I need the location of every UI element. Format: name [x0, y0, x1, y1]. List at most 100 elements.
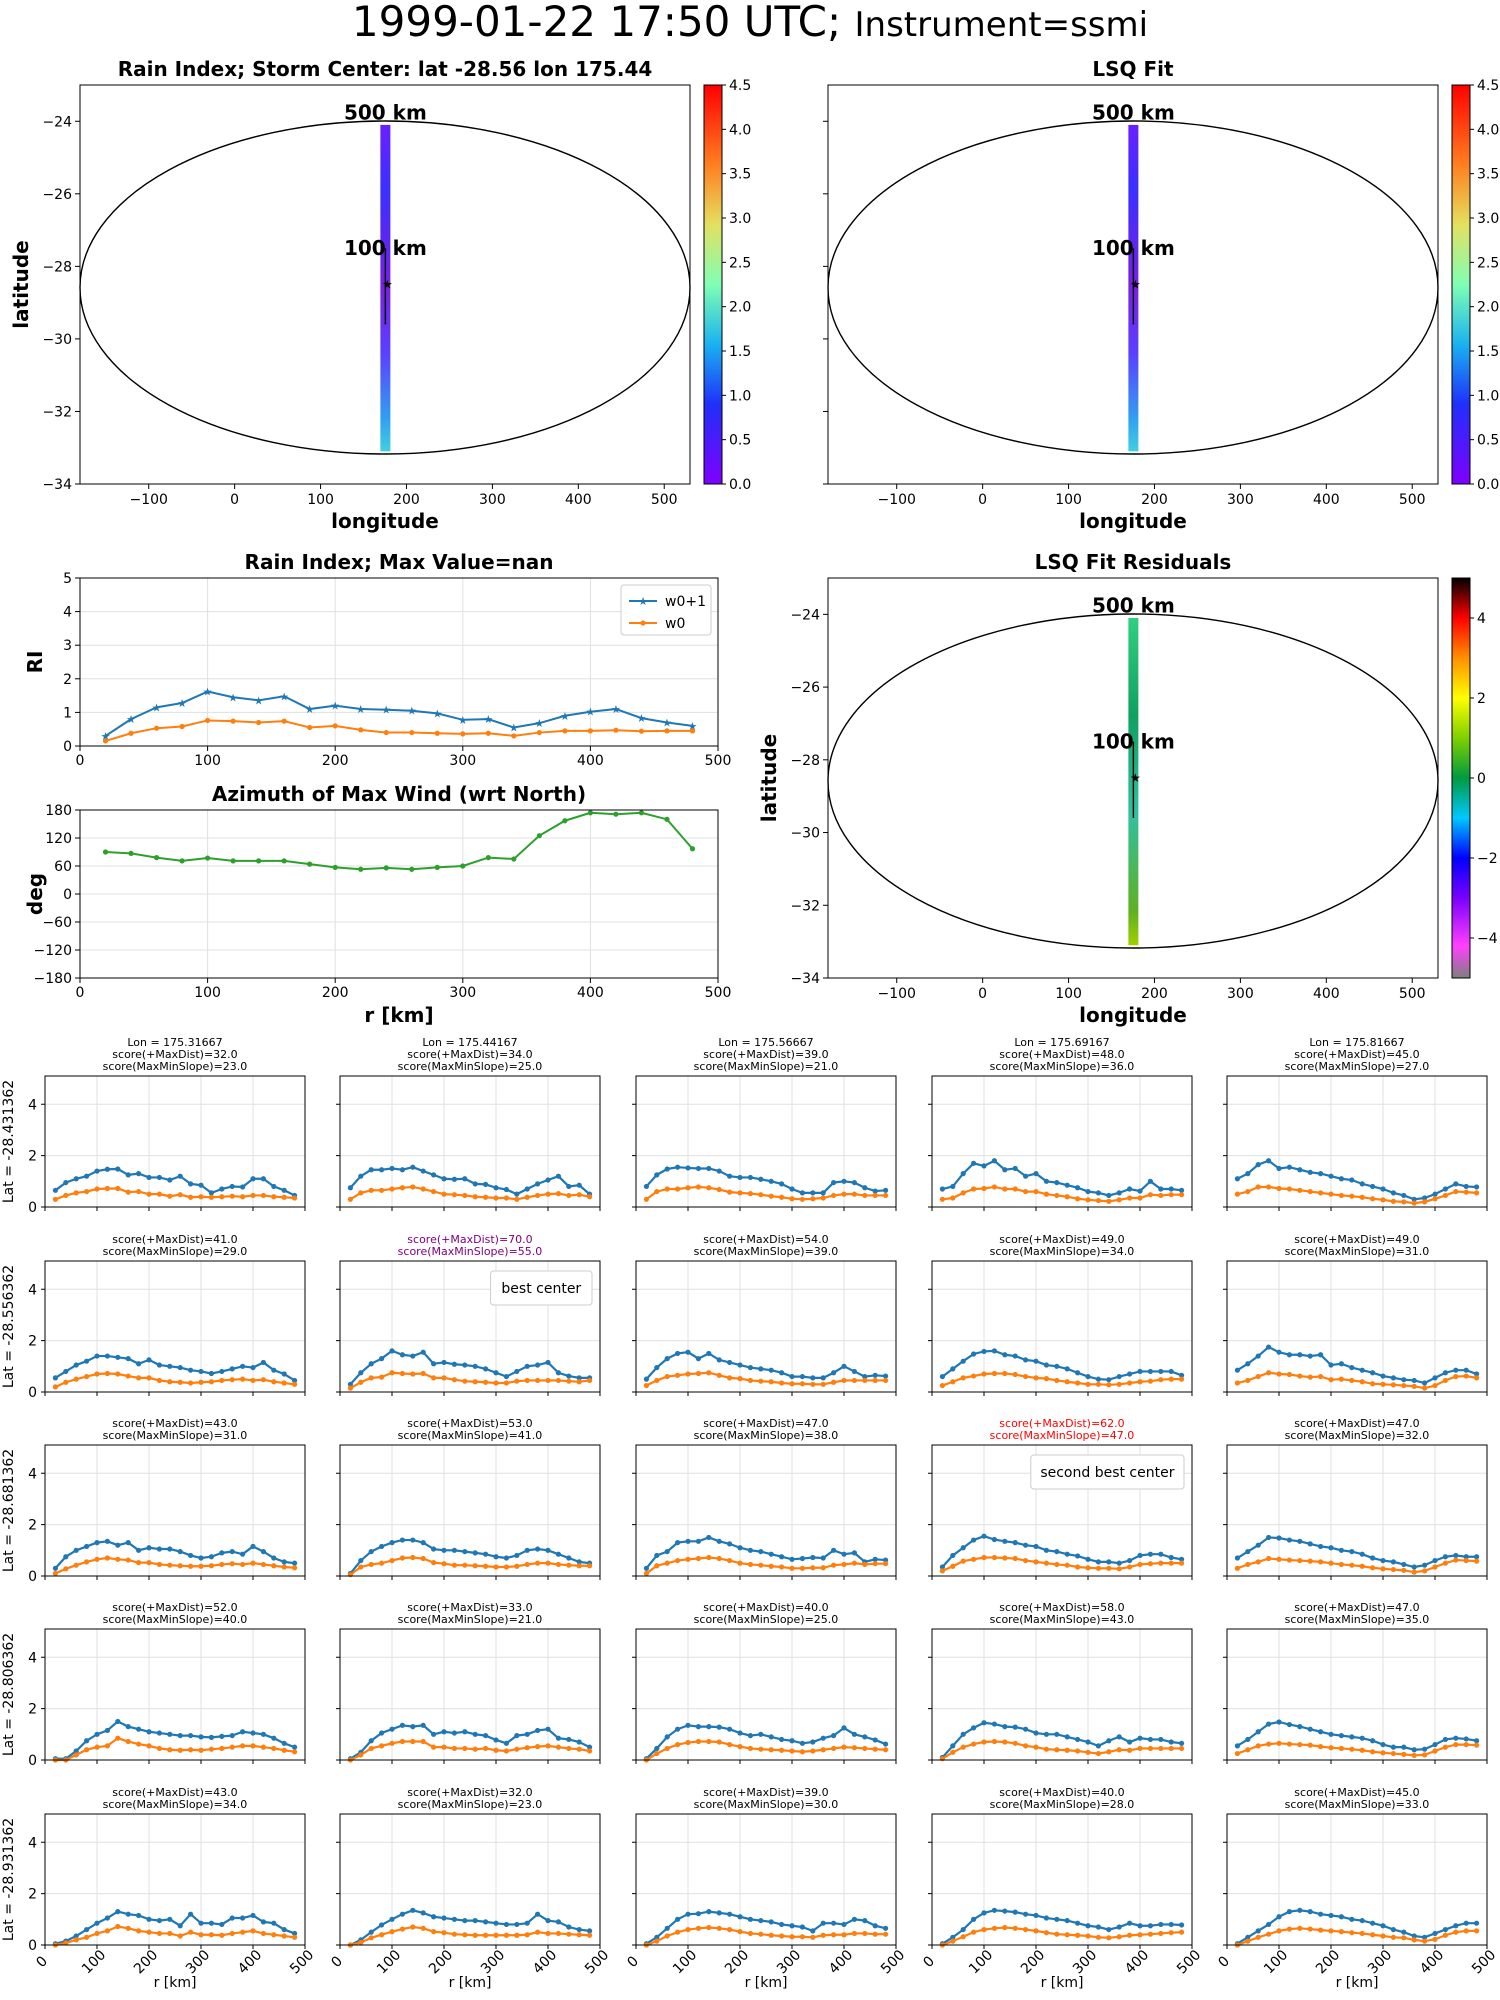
data-point	[1411, 1933, 1417, 1939]
data-point	[1179, 1745, 1185, 1752]
data-point	[229, 1183, 235, 1190]
plot-area	[340, 1629, 600, 1760]
data-point	[1012, 1909, 1018, 1915]
data-point	[472, 1194, 478, 1200]
data-point	[758, 1731, 764, 1737]
x-tick-label: 0	[978, 986, 987, 1002]
data-point	[1474, 1742, 1480, 1748]
data-point	[307, 861, 313, 867]
data-point	[410, 1371, 416, 1377]
data-point	[94, 1920, 100, 1926]
data-point	[737, 1744, 743, 1750]
data-point	[84, 1188, 90, 1195]
colorbar-tick-label: 0.0	[729, 477, 751, 493]
data-point	[1095, 1750, 1101, 1757]
x-tick-label: 400	[577, 985, 604, 1001]
data-point	[493, 1195, 499, 1201]
data-point	[136, 1726, 142, 1732]
data-point	[872, 1923, 878, 1929]
data-point	[441, 1375, 447, 1381]
axes-frame	[931, 1260, 1193, 1393]
data-point	[379, 1543, 385, 1550]
data-point: ★	[381, 704, 391, 717]
y-tick-label: −32	[790, 898, 820, 914]
data-point	[1137, 1745, 1143, 1752]
data-point	[1266, 1184, 1272, 1190]
data-point	[389, 1557, 395, 1564]
data-point	[960, 1190, 966, 1196]
data-point	[1422, 1752, 1428, 1758]
data-point	[1023, 1373, 1029, 1380]
data-point	[1318, 1559, 1324, 1565]
data-point: ★	[152, 701, 162, 714]
data-point	[685, 1926, 691, 1933]
data-point	[399, 1537, 405, 1543]
data-point	[1012, 1925, 1018, 1931]
data-point	[862, 1561, 868, 1568]
data-point	[1002, 1724, 1008, 1730]
data-point	[410, 1184, 416, 1190]
data-point	[1095, 1924, 1101, 1930]
data-point	[94, 1540, 100, 1546]
data-point	[1411, 1377, 1417, 1384]
data-point	[1474, 1928, 1480, 1934]
ring-label: 500 km	[344, 100, 427, 124]
data-point	[747, 1745, 754, 1752]
data-point	[1390, 1375, 1396, 1381]
data-point	[1349, 1916, 1355, 1922]
data-point	[862, 1734, 868, 1740]
figure-title: 1999-01-22 17:50 UTC; Instrument=ssmi	[0, 0, 1500, 45]
data-point	[198, 1920, 204, 1926]
data-point	[1054, 1916, 1060, 1922]
data-point	[981, 1371, 987, 1377]
data-point	[94, 1731, 100, 1737]
data-point	[177, 1173, 183, 1179]
score-label: score(MaxMinSlope)=41.0	[398, 1429, 543, 1442]
data-point	[810, 1190, 816, 1196]
data-point	[1179, 1922, 1185, 1928]
data-point	[84, 1173, 90, 1179]
data-point	[514, 1921, 520, 1928]
data-point	[1432, 1936, 1438, 1942]
data-point	[1054, 1377, 1060, 1384]
data-point	[1338, 1192, 1344, 1199]
data-point	[747, 1732, 754, 1739]
data-point	[1255, 1184, 1261, 1190]
score-label: score(+MaxDist)=47.0	[1294, 1417, 1419, 1430]
data-point	[1127, 1557, 1133, 1564]
data-point	[125, 1911, 131, 1917]
data-point	[576, 1375, 582, 1381]
data-point	[483, 1919, 489, 1925]
data-point	[177, 1732, 183, 1739]
data-point	[545, 1191, 551, 1197]
data-point	[167, 1546, 173, 1552]
data-point	[1023, 1926, 1029, 1933]
data-point	[441, 1744, 447, 1750]
data-point	[716, 1555, 722, 1562]
data-point	[1095, 1934, 1101, 1940]
data-point	[379, 1356, 385, 1362]
y-axis-label: latitude	[757, 734, 781, 822]
data-point	[240, 1915, 246, 1921]
y-tick-label: 0	[63, 887, 72, 903]
data-point	[1286, 1186, 1292, 1192]
colorbar	[1451, 84, 1471, 485]
x-tick-label: 0	[978, 492, 987, 508]
data-point	[1147, 1561, 1153, 1567]
data-point	[472, 1363, 478, 1369]
data-point	[1328, 1191, 1334, 1197]
data-point	[862, 1373, 868, 1380]
data-point	[1158, 1377, 1164, 1383]
data-point	[758, 1746, 764, 1752]
data-point	[1411, 1937, 1417, 1943]
data-point	[198, 1555, 204, 1561]
center-star: ★	[382, 278, 393, 292]
data-point	[810, 1565, 816, 1571]
data-point	[410, 1924, 416, 1930]
data-point	[208, 1194, 214, 1200]
data-point	[524, 1731, 530, 1737]
data-point	[73, 1176, 79, 1182]
data-point	[281, 1564, 287, 1570]
data-point	[230, 718, 236, 724]
data-point	[167, 1747, 173, 1753]
